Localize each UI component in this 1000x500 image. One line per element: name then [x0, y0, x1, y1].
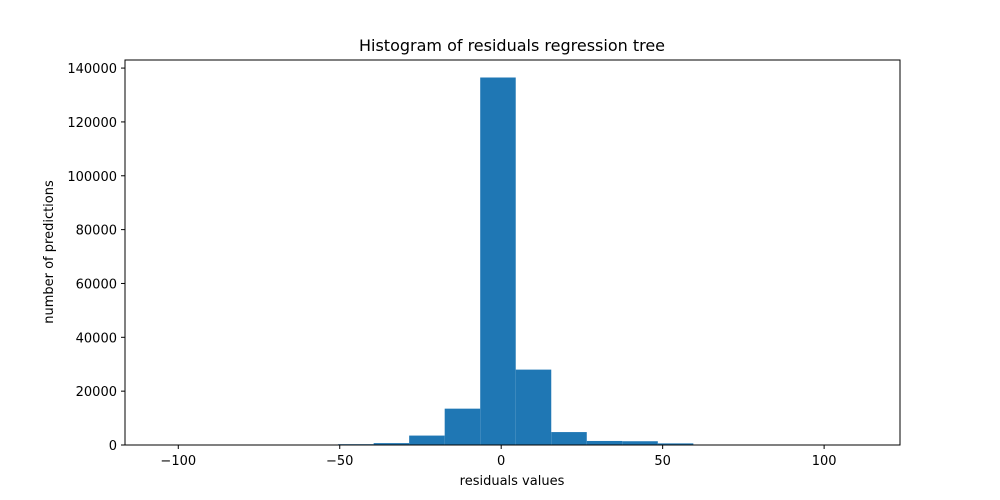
x-tick-label: 0: [497, 454, 505, 469]
x-tick-label: 50: [654, 454, 671, 469]
x-tick-label: 100: [812, 454, 837, 469]
y-tick-label: 0: [109, 439, 117, 454]
x-tick-label: −100: [160, 454, 196, 469]
plot-frame: [124, 59, 901, 446]
y-axis: 0 20000 40000 60000 80000 100000 120000 140000: [67, 62, 125, 454]
histogram-bar: [551, 432, 587, 445]
histogram-bar: [586, 440, 623, 445]
y-tick-label: 120000: [67, 116, 117, 131]
y-tick-label: 80000: [76, 224, 117, 239]
bars-group: [338, 77, 871, 445]
y-axis-title: number of predictions: [42, 180, 57, 324]
y-tick-label: 100000: [67, 170, 117, 185]
histogram-bar: [515, 369, 552, 445]
histogram-bar: [373, 443, 410, 445]
chart-title: Histogram of residuals regression tree: [359, 36, 665, 55]
y-tick-label: 140000: [67, 62, 117, 77]
y-tick-label: 20000: [76, 385, 117, 400]
x-axis: −100 −50 0 50 100: [160, 445, 837, 469]
histogram-bar: [409, 435, 445, 445]
histogram-bar: [444, 408, 481, 445]
histogram-bar: [622, 441, 658, 445]
x-axis-title: residuals values: [460, 474, 565, 489]
histogram-bar: [657, 443, 694, 445]
y-tick-label: 60000: [76, 277, 117, 292]
histogram-bar: [480, 77, 516, 445]
y-tick-label: 40000: [76, 331, 117, 346]
x-tick-label: −50: [326, 454, 353, 469]
